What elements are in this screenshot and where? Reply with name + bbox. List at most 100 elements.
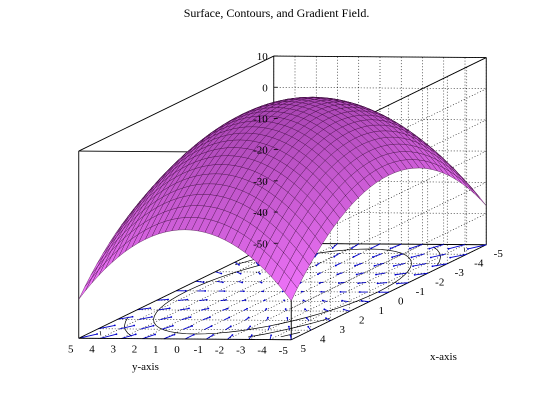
gradient-arrow-head: [412, 265, 414, 268]
gradient-arrow-head: [246, 307, 248, 310]
gradient-arrow: [412, 263, 427, 267]
gradient-arrow: [158, 307, 170, 311]
gradient-arrow: [119, 325, 135, 330]
gradient-arrow: [181, 316, 191, 321]
z-tick-label: -20: [253, 145, 268, 157]
gradient-arrow-head: [133, 324, 136, 327]
x-tick-label: 3: [340, 324, 346, 336]
gradient-arrow-head: [431, 265, 434, 268]
z-tick-label: -40: [253, 207, 268, 219]
gradient-arrow-head: [287, 325, 290, 328]
gradient-arrow-head: [320, 290, 323, 293]
grid-line: [273, 242, 487, 246]
gradient-arrow: [342, 300, 349, 303]
gradient-arrow-head: [188, 307, 190, 310]
gradient-arrow-head: [226, 307, 229, 310]
gradient-arrow: [343, 309, 350, 312]
gradient-arrow-head: [318, 282, 321, 284]
front-box: [78, 55, 292, 341]
box-edge: [78, 242, 274, 339]
gradient-arrow-head: [429, 256, 432, 259]
grid-line: [195, 280, 409, 284]
gradient-arrow-head: [113, 324, 116, 327]
gradient-arrow-head: [352, 256, 355, 258]
grid-line: [176, 290, 389, 293]
y-tick-label: -5: [279, 345, 289, 357]
gradient-arrow-head: [376, 282, 379, 285]
x-tick-label: -2: [435, 276, 444, 288]
gradient-arrow-head: [238, 263, 240, 266]
gradient-arrow-head: [220, 272, 223, 275]
gradient-arrow: [375, 272, 386, 276]
gradient-arrow: [200, 308, 209, 311]
gradient-arrow-head: [241, 281, 244, 284]
gradient-arrow: [216, 280, 223, 283]
gradient-arrow: [467, 244, 487, 250]
gradient-arrow-head: [260, 281, 263, 284]
gradient-arrow: [337, 272, 343, 275]
y-tick-label: -4: [257, 345, 267, 357]
gradient-arrow-head: [331, 247, 334, 249]
gradient-arrow-head: [323, 308, 326, 311]
gradient-arrow: [377, 282, 388, 284]
gradient-arrow-head: [449, 256, 452, 259]
gradient-arrow-head: [244, 299, 247, 301]
gradient-arrow-head: [375, 273, 377, 276]
tick-labels: -50-40-30-20-10010-5-4-3-2-1012345-5-4-3…: [68, 51, 503, 357]
gradient-arrow-head: [171, 324, 174, 327]
gradient-arrow-head: [154, 333, 157, 336]
gradient-arrow-head: [189, 316, 192, 319]
gradient-arrow: [138, 316, 153, 320]
gradient-arrow-head: [334, 264, 337, 267]
x-tick-label: 1: [379, 305, 385, 317]
gradient-arrow: [163, 334, 175, 340]
gradient-arrow-head: [173, 333, 176, 336]
gradient-arrow-head: [284, 308, 287, 310]
gradient-arrow-head: [204, 290, 207, 292]
gradient-arrow: [99, 333, 117, 339]
gradient-arrow-head: [151, 315, 153, 318]
gradient-arrow-head: [391, 256, 394, 259]
gradient-arrow-head: [336, 273, 339, 276]
gradient-arrow: [215, 271, 222, 274]
gradient-arrow: [411, 253, 425, 258]
gradient-arrow: [371, 243, 381, 249]
x-tick-label: -5: [494, 248, 504, 260]
gradient-arrow-head: [467, 248, 469, 250]
gradient-arrow-head: [341, 299, 344, 302]
floor-plane: [78, 243, 487, 340]
gradient-arrow-head: [223, 290, 226, 292]
gradient-arrow-head: [239, 272, 242, 275]
gradient-arrow-head: [231, 334, 234, 336]
gradient-arrow-head: [325, 317, 327, 320]
gradient-arrow-head: [205, 298, 208, 301]
gradient-arrow: [220, 299, 227, 302]
gradient-arrow: [448, 244, 466, 250]
gradient-arrow: [117, 316, 133, 320]
gradient-arrow: [160, 316, 172, 320]
y-tick-label: 0: [174, 344, 180, 356]
gradient-arrow-head: [358, 291, 361, 293]
gradient-arrow: [395, 272, 407, 276]
gradient-arrow-head: [152, 324, 155, 327]
gradient-arrow-head: [249, 325, 252, 328]
gradient-arrow: [353, 253, 361, 258]
y-tick-label: 1: [153, 344, 159, 356]
grid-line: [273, 149, 487, 152]
gradient-arrow-head: [333, 255, 336, 258]
gradient-arrow-head: [357, 282, 360, 285]
gradient-arrow: [414, 272, 428, 276]
gradient-arrow-head: [413, 273, 416, 276]
gradient-arrow-head: [373, 264, 376, 267]
x-tick-label: 0: [398, 295, 404, 307]
gradient-arrow: [222, 308, 228, 311]
gradient-arrow: [429, 244, 444, 250]
gradient-arrow: [121, 333, 136, 339]
gradient-arrow: [358, 282, 366, 284]
gradient-arrow-head: [360, 299, 363, 302]
gradient-arrow-head: [350, 247, 353, 250]
gradient-arrow: [354, 262, 363, 267]
gradient-arrow: [361, 300, 370, 303]
gradient-arrow-head: [317, 273, 319, 276]
